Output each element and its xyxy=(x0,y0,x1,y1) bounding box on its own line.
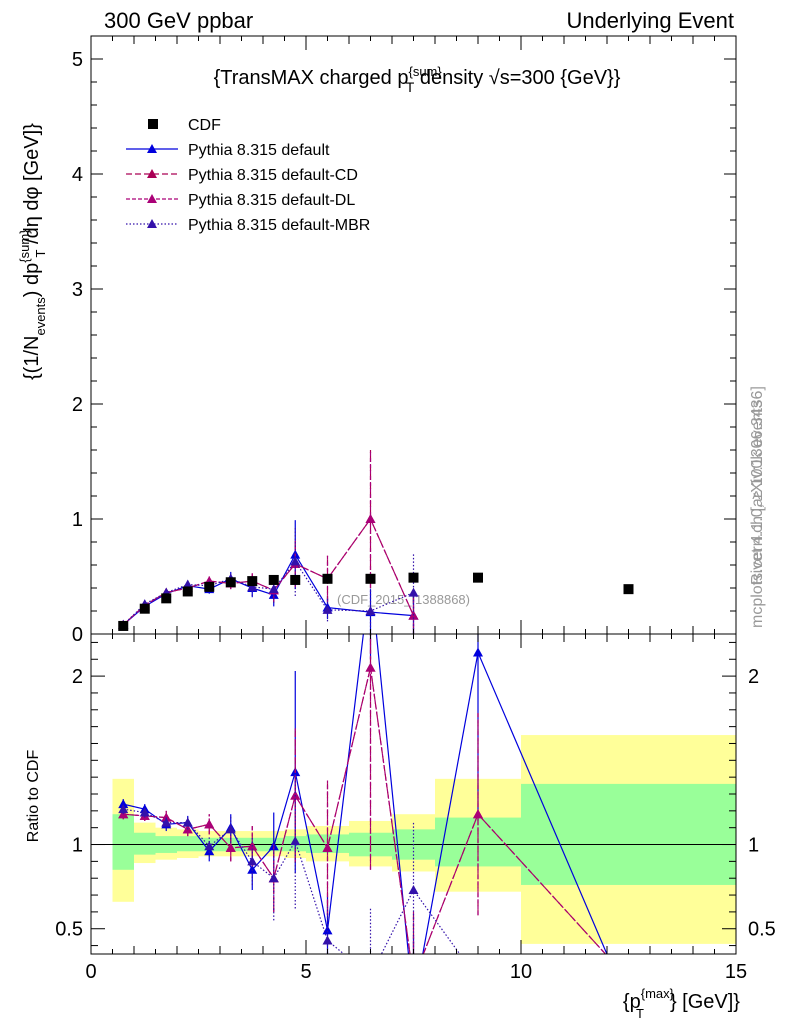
legend-marker-cdf xyxy=(148,119,158,129)
ratio-point-mbr xyxy=(473,974,483,983)
ratio-point-dl xyxy=(473,809,483,819)
main-y-tick-label: 2 xyxy=(72,394,83,416)
cdf-point xyxy=(139,603,150,614)
cdf-point xyxy=(182,586,193,597)
ratio-point-default xyxy=(322,925,333,935)
ratio-point-dl xyxy=(204,819,215,829)
main-y-tick-label: 4 xyxy=(72,164,83,186)
ratio-y-tick-label-right: 2 xyxy=(748,666,759,688)
ratio-point-default xyxy=(409,1000,419,1009)
ratio-point-mbr xyxy=(182,817,193,827)
ratio-y-tick-label-right: 0.5 xyxy=(748,919,776,941)
cdf-point xyxy=(623,584,634,595)
ratio-point-cd xyxy=(624,974,634,983)
cdf-point xyxy=(365,573,376,584)
band-green xyxy=(177,836,199,852)
x-tick-label: 10 xyxy=(510,961,532,983)
ratio-point-default xyxy=(473,647,483,657)
ratio-point-default xyxy=(204,846,215,856)
ratio-point-dl xyxy=(624,974,634,983)
cdf-point xyxy=(247,576,258,587)
main-y-axis-label: {(1/Nevents) dp{sum}T /dη dφ [GeV]} xyxy=(17,123,48,380)
ratio-point-mbr xyxy=(225,824,236,834)
header-left: 300 GeV ppbar xyxy=(104,8,253,33)
main-y-tick-label: 1 xyxy=(72,509,83,531)
cdf-point xyxy=(225,577,236,588)
ratio-point-mbr xyxy=(139,807,150,817)
main-y-tick-label: 5 xyxy=(72,49,83,71)
cdf-point xyxy=(204,581,215,592)
main-point-mbr xyxy=(182,579,193,589)
band-green xyxy=(521,783,736,885)
legend-label-mbr: Pythia 8.315 default-MBR xyxy=(188,217,370,234)
mcplots-label: mcplots.cern.ch [arXiv:1306.3436] xyxy=(749,386,766,628)
x-tick-label: 15 xyxy=(725,961,747,983)
ratio-point-mbr xyxy=(268,873,279,883)
legend-marker-cd xyxy=(147,169,157,178)
ratio-point-dl xyxy=(322,842,333,852)
ratio-point-mbr xyxy=(290,836,301,846)
main-series xyxy=(118,450,634,634)
cdf-point xyxy=(473,572,483,583)
ratio-point-mbr xyxy=(204,841,215,851)
ratio-line-default xyxy=(123,634,608,954)
band-green xyxy=(112,814,134,870)
legend-label-cd: Pythia 8.315 default-CD xyxy=(188,167,358,184)
x-tick-label: 0 xyxy=(85,961,96,983)
rivet-label: Rivet 4.1.0, ≥ 100k events xyxy=(749,400,766,585)
cdf-point xyxy=(322,573,333,584)
cdf-point xyxy=(118,620,129,631)
main-point-mbr xyxy=(408,587,419,597)
ratio-y-axis-label: Ratio to CDF xyxy=(25,750,42,843)
ratio-y-tick-label-right: 1 xyxy=(748,835,759,857)
main-point-mbr xyxy=(290,556,301,566)
main-point-mbr xyxy=(365,606,376,615)
chart-title: {TransMAX charged p{sum} T density √s=300… xyxy=(214,64,621,95)
cdf-point xyxy=(268,574,279,585)
band-green xyxy=(134,832,156,855)
legend-label-default: Pythia 8.315 default xyxy=(188,142,330,159)
legend-label-cdf: CDF xyxy=(188,117,221,134)
ratio-point-default xyxy=(118,799,129,809)
ratio-point-mbr xyxy=(366,971,376,980)
ratio-point-mbr xyxy=(408,885,419,894)
ratio-point-dl xyxy=(365,662,376,672)
legend-marker-dl xyxy=(147,194,157,203)
ratio-y-tick-label-left: 2 xyxy=(72,666,83,688)
legend-label-dl: Pythia 8.315 default-DL xyxy=(188,192,355,209)
main-point-mbr xyxy=(268,584,279,594)
legend-marker-default xyxy=(147,144,157,153)
ratio-point-dl xyxy=(225,842,236,852)
ratio-point-dl xyxy=(409,974,419,983)
main-point-mbr xyxy=(322,604,333,614)
legend-marker-mbr xyxy=(147,219,157,228)
ratio-point-dl xyxy=(161,812,172,822)
main-point-mbr xyxy=(247,581,258,591)
legend: CDF Pythia 8.315 default Pythia 8.315 defa… xyxy=(126,117,370,234)
x-axis-label: {p{max} T} [GeV]} xyxy=(623,986,740,1021)
ratio-y-tick-label-left: 1 xyxy=(72,835,83,857)
header-right: Underlying Event xyxy=(566,8,734,33)
cdf-point xyxy=(290,574,301,585)
ratio-point-cd xyxy=(409,974,419,983)
ratio-point-default xyxy=(247,864,258,874)
ratio-y-tick-label-left: 0.5 xyxy=(55,919,83,941)
main-y-tick-label: 0 xyxy=(72,624,83,646)
ratio-line-dl xyxy=(123,667,607,954)
cdf-point xyxy=(161,593,172,604)
ratio-series xyxy=(118,634,634,1009)
ratio-point-mbr xyxy=(118,804,129,814)
ratio-point-mbr xyxy=(247,856,258,866)
x-tick-label: 5 xyxy=(300,961,311,983)
svg-text:{(1/Nevents) dp{sum}T /dη dφ [: {(1/Nevents) dp{sum}T /dη dφ [GeV]} xyxy=(17,123,48,380)
ratio-point-mbr xyxy=(322,935,333,945)
ratio-point-mbr xyxy=(161,817,172,827)
main-y-tick-label: 3 xyxy=(72,279,83,301)
cdf-point xyxy=(408,572,419,583)
main-point-dl xyxy=(365,514,376,523)
